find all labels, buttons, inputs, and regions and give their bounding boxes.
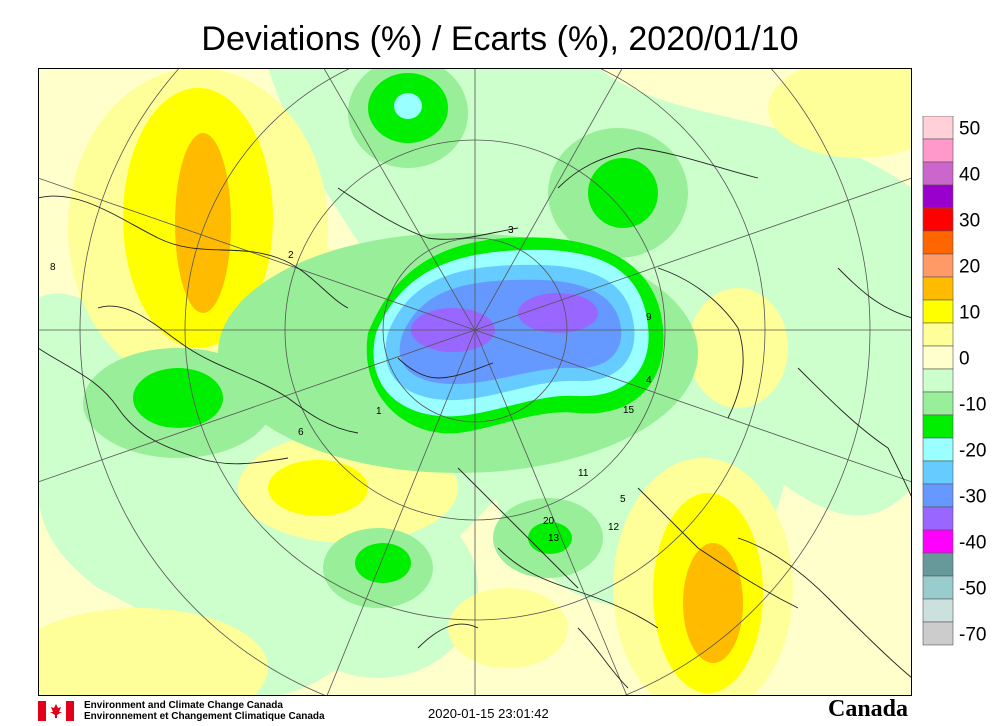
- legend-swatch: [922, 529, 954, 554]
- agency-name-english: Environment and Climate Change Canada: [84, 700, 283, 711]
- station-label: 12: [608, 522, 620, 533]
- legend-label: -30: [959, 487, 986, 508]
- legend-label: -40: [959, 533, 986, 554]
- legend-swatch: [922, 115, 954, 140]
- legend-swatch: [922, 391, 954, 416]
- legend-swatch: [922, 598, 954, 623]
- legend-label: 50: [959, 119, 980, 140]
- legend-swatch: [922, 230, 954, 255]
- station-label: 6: [298, 427, 304, 438]
- station-label: 9: [646, 312, 652, 323]
- station-label: 1: [376, 406, 382, 417]
- graticule: [38, 68, 912, 696]
- station-label: 4: [646, 375, 652, 386]
- legend-swatch: [922, 460, 954, 485]
- legend-swatch: [922, 414, 954, 439]
- legend-label: 30: [959, 211, 980, 232]
- legend-label: 40: [959, 165, 980, 186]
- station-label: 20: [543, 516, 555, 527]
- legend-swatch: [922, 483, 954, 508]
- color-legend: 50 40 30 20 10 0 -10 -20 -30 -40 -50 -70: [922, 115, 1000, 656]
- legend-label: 0: [959, 349, 970, 370]
- legend-label: -10: [959, 395, 986, 416]
- station-label: 5: [620, 494, 626, 505]
- legend-swatch: [922, 299, 954, 324]
- canada-wordmark: Canada: [828, 696, 909, 722]
- legend-swatch: [922, 184, 954, 209]
- legend-swatch: [922, 253, 954, 278]
- legend-swatch: [922, 138, 954, 163]
- legend-swatch: [922, 161, 954, 186]
- map-frame: [38, 68, 912, 696]
- agency-name-french: Environnement et Changement Climatique C…: [84, 711, 325, 722]
- legend-swatch: [922, 621, 954, 646]
- station-label: 2: [288, 250, 294, 261]
- legend-label: -50: [959, 579, 986, 600]
- legend-label: 20: [959, 257, 980, 278]
- legend-swatch: [922, 207, 954, 232]
- station-label: 11: [578, 468, 589, 479]
- ozone-deviation-map: 8 2 3 11 15 4 6 9 20 13 5 12 1: [38, 68, 912, 696]
- station-labels: 8 2 3 11 15 4 6 9 20 13 5 12 1: [50, 225, 652, 544]
- station-label: 13: [548, 533, 560, 544]
- station-label: 3: [508, 225, 514, 236]
- station-label: 15: [623, 405, 635, 416]
- legend-swatch: [922, 552, 954, 577]
- map-title: Deviations (%) / Ecarts (%), 2020/01/10: [201, 20, 799, 58]
- generated-timestamp: 2020-01-15 23:01:42: [428, 706, 549, 721]
- canada-flag-icon: [38, 701, 74, 721]
- legend-swatch: [922, 368, 954, 393]
- legend-swatch: [922, 575, 954, 600]
- agency-name: Environment and Climate Change Canada En…: [84, 700, 325, 722]
- legend-label: -20: [959, 441, 986, 462]
- legend-label: -70: [959, 625, 986, 646]
- legend-swatch: [922, 345, 954, 370]
- legend-label: 10: [959, 303, 980, 324]
- legend-swatch: [922, 322, 954, 347]
- coastlines: [38, 147, 912, 689]
- station-label: 8: [50, 262, 56, 273]
- legend-swatch: [922, 437, 954, 462]
- legend-swatch: [922, 276, 954, 301]
- legend-swatch: [922, 506, 954, 531]
